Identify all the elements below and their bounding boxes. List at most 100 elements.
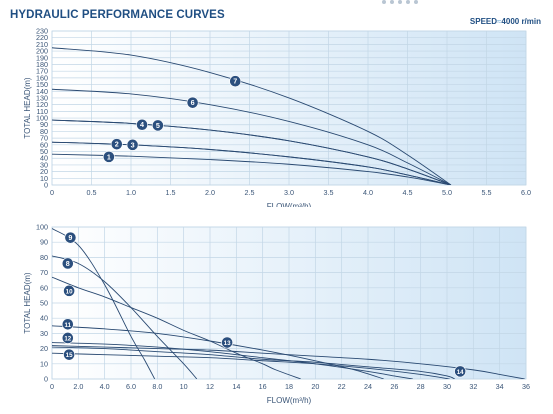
curve-5 — [52, 119, 452, 185]
plot-frame — [51, 226, 527, 380]
y-tick-label: 120 — [36, 100, 48, 109]
x-tick-label: 12 — [206, 382, 214, 391]
y-tick-label: 40 — [40, 314, 48, 323]
marker-label: 12 — [64, 335, 71, 342]
curve-marker-4: 4 — [136, 118, 148, 131]
marker-circle — [61, 257, 74, 270]
x-tick-label: 2.0 — [73, 382, 83, 391]
marker-label: 8 — [66, 259, 70, 268]
y-tick-label: 50 — [40, 299, 48, 308]
x-tick-label: 10 — [180, 382, 188, 391]
speed-readout: SPEED≈4000 r/min — [470, 17, 541, 26]
curve-1 — [52, 153, 452, 185]
curve-marker-6: 6 — [186, 96, 199, 109]
x-tick-label: 1.0 — [126, 188, 136, 197]
marker-circle — [229, 75, 242, 88]
curve-marker-14: 14 — [454, 365, 467, 378]
marker-circle — [126, 138, 139, 151]
y-tick-label: 210 — [36, 40, 48, 49]
y-tick-label: 10 — [40, 174, 48, 183]
curve-9 — [52, 228, 156, 379]
curves — [52, 228, 525, 379]
x-tick-label: 4.0 — [100, 382, 110, 391]
marker-circle — [61, 318, 74, 331]
page-title: HYDRAULIC PERFORMANCE CURVES — [10, 9, 225, 21]
y-tick-label: 150 — [36, 80, 48, 89]
y-tick-label: 30 — [40, 329, 48, 338]
y-tick-label: 80 — [40, 127, 48, 136]
y-tick-label: 220 — [36, 33, 48, 42]
x-tick-label: 1.5 — [166, 188, 176, 197]
x-tick-label: 26 — [390, 382, 398, 391]
x-tick-label: 4.0 — [363, 188, 373, 197]
marker-label: 10 — [66, 288, 73, 295]
y-tick-label: 0 — [44, 181, 48, 190]
y-axis-title: TOTAL HEAD(m) — [23, 272, 32, 334]
x-axis-title: FLOW(m³/h) — [267, 202, 312, 207]
curves — [52, 47, 452, 185]
y-tick-label: 90 — [40, 120, 48, 129]
x-tick-label: 20 — [311, 382, 319, 391]
curve-marker-8: 8 — [61, 257, 74, 270]
marker-circle — [454, 365, 467, 378]
x-tick-label: 5.0 — [442, 188, 452, 197]
x-tick-label: 0 — [50, 382, 54, 391]
curve-marker-3: 3 — [126, 138, 139, 151]
marker-label: 5 — [156, 121, 160, 130]
marker-label: 6 — [191, 98, 195, 107]
y-tick-label: 50 — [40, 147, 48, 156]
y-tick-label: 110 — [37, 107, 48, 116]
curve-marker-11: 11 — [61, 318, 74, 331]
curve-marker-10: 10 — [63, 284, 76, 297]
marker-circle — [102, 150, 115, 163]
curve-marker-7: 7 — [229, 75, 242, 88]
x-tick-label: 22 — [338, 382, 346, 391]
x-tick-label: 18 — [285, 382, 293, 391]
marker-label: 7 — [233, 77, 237, 86]
curve-7 — [52, 47, 452, 185]
marker-circle — [63, 348, 76, 361]
speed-separator: ≈ — [497, 17, 502, 26]
brand-logo-fragment — [382, 0, 418, 4]
y-tick-label: 100 — [36, 114, 48, 123]
x-tick-label: 32 — [469, 382, 477, 391]
y-tick-label: 80 — [40, 253, 48, 262]
x-tick-label: 34 — [496, 382, 504, 391]
x-tick-label: 3.5 — [324, 188, 334, 197]
curve-12 — [52, 342, 413, 379]
curve-marker-1: 1 — [102, 150, 115, 163]
x-tick-label: 24 — [364, 382, 372, 391]
marker-label: 4 — [140, 120, 144, 129]
performance-chart-2: 0 2.0 4.0 6.0 8.0 10 12 14 16 18 20 22 24 26 28 30 32 34 3… — [23, 223, 530, 406]
x-tick-label: 0 — [50, 188, 54, 197]
plot-frame — [51, 30, 527, 186]
y-tick-label: 30 — [40, 160, 48, 169]
y-tick-label: 170 — [36, 67, 48, 76]
curve-10 — [52, 276, 302, 379]
x-tick-label: 16 — [259, 382, 267, 391]
y-tick-label: 230 — [36, 27, 48, 36]
x-axis-title: FLOW(m³/h) — [267, 396, 312, 405]
y-tick-label: 60 — [40, 140, 48, 149]
curve-marker-5: 5 — [151, 119, 164, 132]
marker-label: 1 — [107, 152, 111, 161]
y-tick-label: 100 — [36, 223, 48, 232]
marker-label: 14 — [457, 369, 464, 376]
marker-circle — [221, 336, 234, 349]
curve-marker-2: 2 — [110, 138, 123, 151]
curve-marker-13: 13 — [221, 336, 234, 349]
y-tick-label: 190 — [36, 53, 48, 62]
curve-6 — [52, 88, 452, 185]
y-tick-label: 130 — [36, 93, 48, 102]
x-tick-label: 36 — [522, 382, 530, 391]
y-tick-label: 200 — [36, 47, 48, 56]
y-tick-label: 70 — [40, 268, 48, 277]
speed-label: SPEED — [469, 17, 498, 26]
x-tick-label: 3.0 — [284, 188, 294, 197]
x-tick-label: 6.0 — [521, 188, 531, 197]
marker-label: 13 — [224, 340, 231, 347]
x-tick-label: 14 — [232, 382, 240, 391]
marker-circle — [151, 119, 164, 132]
curve-13 — [52, 346, 456, 379]
x-tick-label: 8.0 — [152, 382, 162, 391]
